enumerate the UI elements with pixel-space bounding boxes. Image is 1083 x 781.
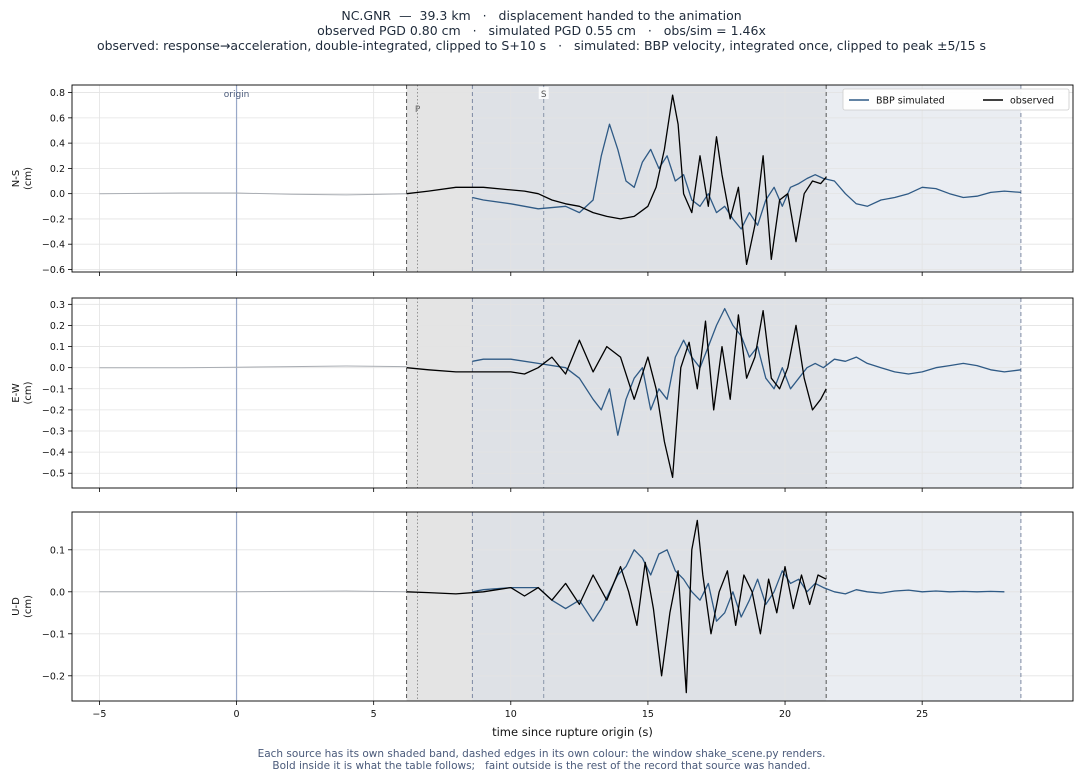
x-tick-label: 20 — [779, 709, 791, 720]
s-label-bg — [538, 87, 549, 99]
chart-title-line-1: NC.GNR — 39.3 km · displacement handed t… — [341, 8, 742, 23]
chart-title-line-2: observed PGD 0.80 cm · simulated PGD 0.5… — [317, 23, 766, 38]
y-tick-label: −0.1 — [42, 384, 65, 395]
y-tick-label: 0.2 — [50, 321, 65, 332]
faint-pre-window-trace — [99, 365, 407, 369]
y-tick-label: 0.1 — [50, 545, 65, 556]
panel-u-d: −0.2 −0.1 0.0 0.1 U-D (cm) −5 0 5 10 15 20 25 time si… — [11, 511, 1074, 739]
legend: BBP simulated observed — [842, 88, 1070, 111]
y-tick-label: 0.0 — [50, 587, 65, 598]
x-tick-label: 10 — [505, 709, 517, 720]
y-axis-unit: (cm) — [23, 381, 34, 404]
y-tick-label: 0.2 — [50, 164, 65, 175]
axes-frame — [71, 84, 1074, 273]
faint-pre-window-trace — [99, 192, 407, 196]
simulated-series-line — [472, 123, 1021, 230]
simulated-series-line — [472, 307, 1021, 436]
chart-title-line-3: observed: response→acceleration, double-… — [96, 38, 987, 53]
y-axis-label: N-S — [11, 170, 22, 187]
legend-label-observed: observed — [1010, 96, 1054, 107]
simulated-window-band — [472, 298, 1021, 488]
y-axis-unit: (cm) — [23, 595, 34, 618]
y-tick-label: 0.4 — [50, 139, 65, 150]
footer-note-line-2: Bold inside it is what the table follows… — [272, 760, 811, 772]
y-axis-label: U-D — [11, 597, 22, 616]
y-tick-label: 0.0 — [50, 363, 65, 374]
origin-marker-label: origin — [224, 90, 250, 100]
x-tick-label: 15 — [642, 709, 654, 720]
simulated-series-line — [472, 549, 1005, 622]
y-tick-label: −0.1 — [42, 629, 65, 640]
y-tick-label: 0.3 — [50, 300, 65, 311]
legend-box — [842, 88, 1070, 111]
s-arrival-label: S — [541, 90, 547, 100]
observed-series-line — [406, 94, 827, 266]
y-tick-label: −0.2 — [42, 671, 65, 682]
y-tick-label: 0.8 — [50, 88, 65, 99]
observed-series-line — [406, 310, 827, 479]
legend-label-simulated: BBP simulated — [876, 96, 945, 107]
y-tick-label: 0.6 — [50, 113, 65, 124]
simulated-window-band — [472, 85, 1021, 272]
axes-frame — [71, 511, 1074, 702]
panel-n-s: −0.6 −0.4 −0.2 0.0 0.2 0.4 0.6 0.8 N-S (cm) origin… — [11, 84, 1074, 276]
x-tick-label: 25 — [916, 709, 928, 720]
y-axis-unit: (cm) — [23, 167, 34, 190]
y-tick-label: −0.3 — [42, 427, 65, 438]
y-tick-label: −0.5 — [42, 469, 65, 480]
x-axis-label: time since rupture origin (s) — [492, 725, 653, 739]
y-tick-label: −0.6 — [42, 265, 65, 276]
faint-pre-window-trace — [99, 590, 407, 593]
p-arrival-label: P — [415, 105, 421, 115]
y-tick-label: −0.4 — [42, 240, 65, 251]
y-tick-label: 0.1 — [50, 342, 65, 353]
x-tick-label: 5 — [371, 709, 377, 720]
y-tick-label: 0.0 — [50, 189, 65, 200]
observed-series-line — [406, 519, 827, 694]
y-tick-label: −0.4 — [42, 448, 65, 459]
panel-e-w: −0.5 −0.4 −0.3 −0.2 −0.1 0.0 0.1 0.2 0.3 E-W (cm) — [11, 297, 1074, 492]
y-tick-label: −0.2 — [42, 405, 65, 416]
x-tick-label: 0 — [234, 709, 240, 720]
x-tick-label: −5 — [92, 709, 106, 720]
y-axis-label: E-W — [11, 383, 22, 403]
axes-frame — [71, 297, 1074, 489]
y-tick-label: −0.2 — [42, 214, 65, 225]
footer-note-line-1: Each source has its own shaded band, das… — [257, 748, 826, 760]
